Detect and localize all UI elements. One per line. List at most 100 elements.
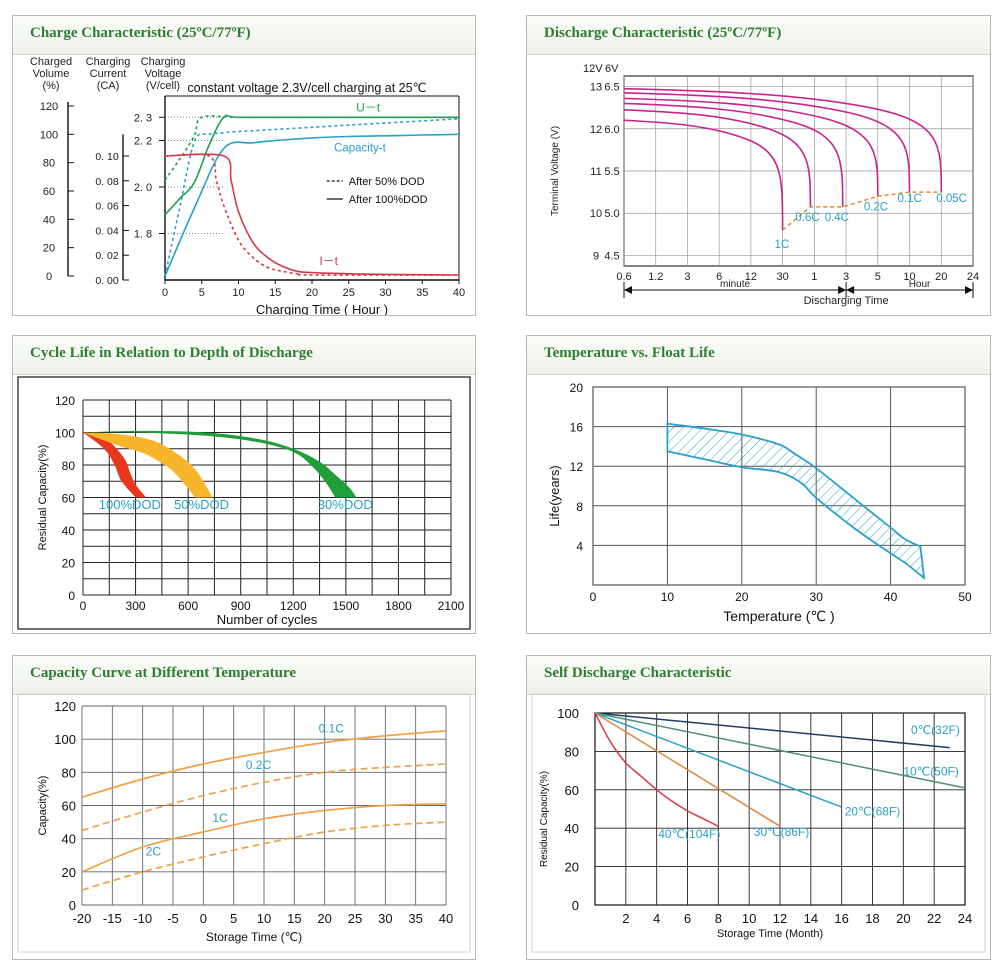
discharge-curve-0.2C — [623, 97, 879, 197]
charge-annotation: constant voltage 2.3V/cell charging at 2… — [187, 81, 426, 95]
float-x-tick-10: 10 — [661, 590, 675, 604]
discharge-x-tick-3: 6 — [716, 271, 722, 283]
cycle-label-100%DOD: 100%DOD — [99, 497, 161, 512]
rate-label-0.2C: 0.2C — [864, 201, 888, 213]
selfdis-ylabel: Residual Capacity(%) — [539, 771, 550, 867]
voltage-tick-label-3: 1. 8 — [134, 229, 152, 241]
label-capacity-t: Capacity-t — [334, 142, 387, 154]
discharge-y12-13: 13 — [590, 82, 602, 94]
current-tick-label-5: 0. 00 — [95, 275, 119, 287]
panel-float-header: Temperature vs. Float Life — [527, 336, 990, 375]
panel-discharge-title: Discharge Characteristic (25ºC/77ºF) — [544, 25, 782, 41]
cycle-x-tick-1200: 1200 — [280, 599, 307, 613]
axis-header-0-2: (%) — [42, 80, 59, 92]
charge-chart: ChargedVolume(%)ChargingCurrent(CA)Charg… — [30, 56, 465, 315]
float-y-tick-16: 16 — [570, 421, 584, 435]
discharge-y12-10: 10 — [590, 208, 602, 220]
capacity-x-tick-5: 5 — [230, 911, 237, 926]
capacity-x-tick-30: 30 — [378, 911, 392, 926]
cycle-y-tick-120: 120 — [55, 394, 75, 408]
cycle-band-100%DOD — [83, 432, 147, 498]
discharge-x-tick-9: 10 — [903, 271, 915, 283]
axis-header-2-0: Charging — [141, 56, 186, 68]
discharge-x-tick-7: 3 — [843, 271, 849, 283]
charge-series-4 — [164, 153, 460, 276]
capacity-x-tick-20: 20 — [317, 911, 331, 926]
selfdis-label-0: 0℃(32F) — [911, 723, 960, 737]
panel-cycle-title: Cycle Life in Relation to Depth of Disch… — [30, 345, 313, 361]
selfdis-line-40℃(104F) — [594, 712, 719, 827]
discharge-x-tick-8: 5 — [875, 271, 881, 283]
discharge-y-header-6v: 6V — [605, 63, 619, 75]
panel-cycle: Cycle Life in Relation to Depth of Disch… — [12, 335, 476, 634]
selfdis-label-2: 20℃(68F) — [845, 805, 901, 819]
charge-series-5 — [164, 153, 460, 276]
cycle-x-tick-1500: 1500 — [333, 599, 360, 613]
panel-charge-header: Charge Characteristic (25ºC/77ºF) — [13, 16, 475, 55]
capacity-x-tick-25: 25 — [348, 911, 362, 926]
capacity-label-0.1C: 0.1C — [319, 722, 345, 736]
discharge-curve-0.05C — [623, 87, 943, 193]
float-life-band — [666, 422, 926, 581]
charge-series-2 — [164, 133, 460, 277]
float-y-tick-12: 12 — [570, 460, 584, 474]
capacity-x-tick-15: 15 — [287, 911, 301, 926]
cycle-y-tick-20: 20 — [62, 557, 76, 571]
cycle-y-tick-0: 0 — [68, 589, 75, 603]
rate-label-1C: 1C — [775, 239, 790, 251]
discharge-y12-11: 11 — [590, 166, 601, 178]
capacity-y-tick-40: 40 — [62, 832, 76, 847]
arrow-head-1 — [838, 286, 847, 294]
capacity-x-tick--15: -15 — [103, 911, 122, 926]
cycle-xlabel: Number of cycles — [217, 612, 318, 627]
selfdis-x-tick-18: 18 — [865, 911, 879, 926]
rate-label-0.1C: 0.1C — [898, 193, 922, 205]
legend-50-label: After 50% DOD — [349, 176, 425, 188]
discharge-y6-12: 6.0 — [604, 124, 619, 136]
cycle-band-30%DOD — [83, 430, 357, 498]
capacity-x-tick-40: 40 — [439, 911, 453, 926]
capacity-y-tick-60: 60 — [62, 799, 76, 814]
discharge-x-tick-1: 1.2 — [648, 271, 663, 283]
discharge-x-tick-4: 12 — [745, 271, 757, 283]
selfdis-line-20℃(68F) — [594, 712, 842, 808]
selfdis-x-tick-8: 8 — [715, 911, 722, 926]
capacity-y-tick-0: 0 — [69, 898, 76, 913]
capacity-curve-0.1C — [81, 730, 447, 799]
panel-float-title: Temperature vs. Float Life — [544, 345, 715, 361]
rate-label-0.6C: 0.6C — [795, 212, 819, 224]
voltage-tick-label-1: 2. 2 — [134, 136, 152, 148]
float-x-tick-50: 50 — [958, 590, 972, 604]
selfdis-x-tick-22: 22 — [927, 911, 941, 926]
label-i-t: I－t — [319, 254, 338, 268]
selfdis-y-tick-40: 40 — [565, 821, 579, 836]
panel-float: Temperature vs. Float Life 0 10 20 30 40 50 4 8… — [526, 335, 991, 634]
axis-header-0-1: Volume — [33, 68, 70, 80]
capacity-curve-0.2C — [81, 763, 447, 832]
capacity-xlabel: Storage Time (℃) — [206, 930, 302, 944]
charge-x-tick-label-10: 10 — [232, 287, 244, 299]
charge-x-tick-label-5: 5 — [199, 287, 205, 299]
float-y-tick-4: 4 — [576, 539, 583, 553]
current-tick-label-1: 0. 08 — [95, 176, 119, 188]
axis-header-1-0: Charging — [86, 56, 131, 68]
capacity-x-tick-35: 35 — [408, 911, 422, 926]
cycle-label-50%DOD: 50%DOD — [174, 497, 229, 512]
volume-tick-label-40: 40 — [43, 214, 55, 226]
charge-x-tick-label-20: 20 — [306, 287, 318, 299]
panel-selfdis: Self Discharge Characteristic 2 4 6 8 10 12 14… — [526, 655, 991, 960]
capacity-y-tick-20: 20 — [62, 865, 76, 880]
discharge-y6-11: 5.5 — [604, 166, 619, 178]
panel-discharge: Discharge Characteristic (25ºC/77ºF) 0.6… — [526, 15, 991, 316]
volume-tick-label-100: 100 — [40, 129, 58, 141]
capacity-x-tick-10: 10 — [257, 911, 271, 926]
rate-label-0.4C: 0.4C — [825, 212, 849, 224]
arrow-head-3 — [965, 286, 973, 294]
capacity-curve-2C — [81, 821, 447, 891]
charge-x-tick-label-40: 40 — [453, 287, 465, 299]
discharge-y12-12: 12 — [590, 124, 602, 136]
cycle-x-tick-0: 0 — [80, 599, 87, 613]
capacity-ylabel: Capacity(%) — [37, 776, 49, 836]
discharge-x-tick-10: 20 — [935, 271, 947, 283]
